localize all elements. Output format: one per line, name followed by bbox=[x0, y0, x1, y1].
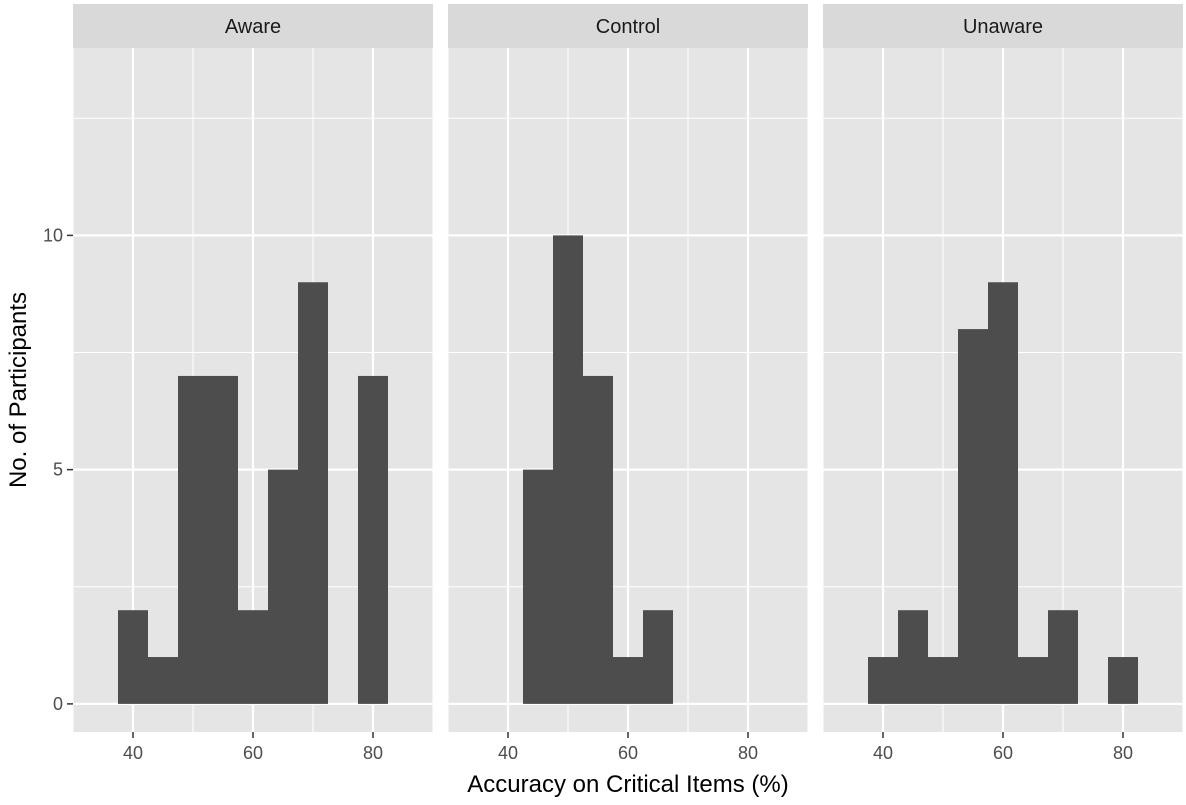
histogram-bar bbox=[613, 657, 643, 704]
facet-strip bbox=[73, 4, 433, 48]
histogram-bar bbox=[1048, 610, 1078, 704]
histogram-bar bbox=[268, 469, 298, 704]
x-tick-label: 60 bbox=[243, 743, 263, 763]
histogram-bar bbox=[553, 235, 583, 704]
y-tick-label: 5 bbox=[53, 460, 63, 480]
y-axis-title: No. of Participants bbox=[5, 292, 32, 488]
histogram-bar bbox=[178, 375, 208, 704]
histogram-bar bbox=[958, 329, 988, 704]
histogram-bar bbox=[238, 610, 268, 704]
x-tick-label: 40 bbox=[123, 743, 143, 763]
x-tick-label: 80 bbox=[738, 743, 758, 763]
x-tick-label: 80 bbox=[1113, 743, 1133, 763]
x-tick-label: 60 bbox=[618, 743, 638, 763]
facet-strip-label: Unaware bbox=[963, 16, 1043, 38]
x-tick-label: 40 bbox=[498, 743, 518, 763]
histogram-bar bbox=[928, 657, 958, 704]
histogram-bar bbox=[208, 375, 238, 704]
histogram-bar bbox=[583, 375, 613, 704]
x-tick-label: 80 bbox=[363, 743, 383, 763]
facet-panel-unaware: Unaware 40 60 80 bbox=[822, 4, 1184, 763]
histogram-bar bbox=[643, 610, 673, 704]
y-tick-label: 0 bbox=[53, 694, 63, 714]
x-axis-title: Accuracy on Critical Items (%) bbox=[467, 771, 788, 798]
facet-panels: Aware 40 60 80 Control 40 60 80 Unaware 40 60 80 bbox=[72, 4, 1184, 763]
facet-strip-label: Control bbox=[596, 16, 660, 38]
histogram-bar bbox=[1018, 657, 1048, 704]
histogram-bar bbox=[898, 610, 928, 704]
facet-panel-aware: Aware 40 60 80 bbox=[72, 4, 434, 763]
histogram-bar bbox=[118, 610, 148, 704]
histogram-bar bbox=[1108, 657, 1138, 704]
facet-panel-control: Control 40 60 80 bbox=[447, 4, 809, 763]
histogram-bar bbox=[358, 375, 388, 704]
y-tick-label: 10 bbox=[43, 225, 63, 245]
histogram-bar bbox=[868, 657, 898, 704]
facet-strip bbox=[823, 4, 1183, 48]
histogram-bar bbox=[523, 469, 553, 704]
y-axis: 0 5 10 bbox=[43, 225, 73, 714]
x-tick-label: 40 bbox=[873, 743, 893, 763]
facet-strip-label: Aware bbox=[225, 16, 281, 38]
x-tick-label: 60 bbox=[993, 743, 1013, 763]
histogram-bar bbox=[148, 657, 178, 704]
histogram-bar bbox=[298, 282, 328, 704]
facet-strip bbox=[448, 4, 808, 48]
histogram-bar bbox=[988, 282, 1018, 704]
